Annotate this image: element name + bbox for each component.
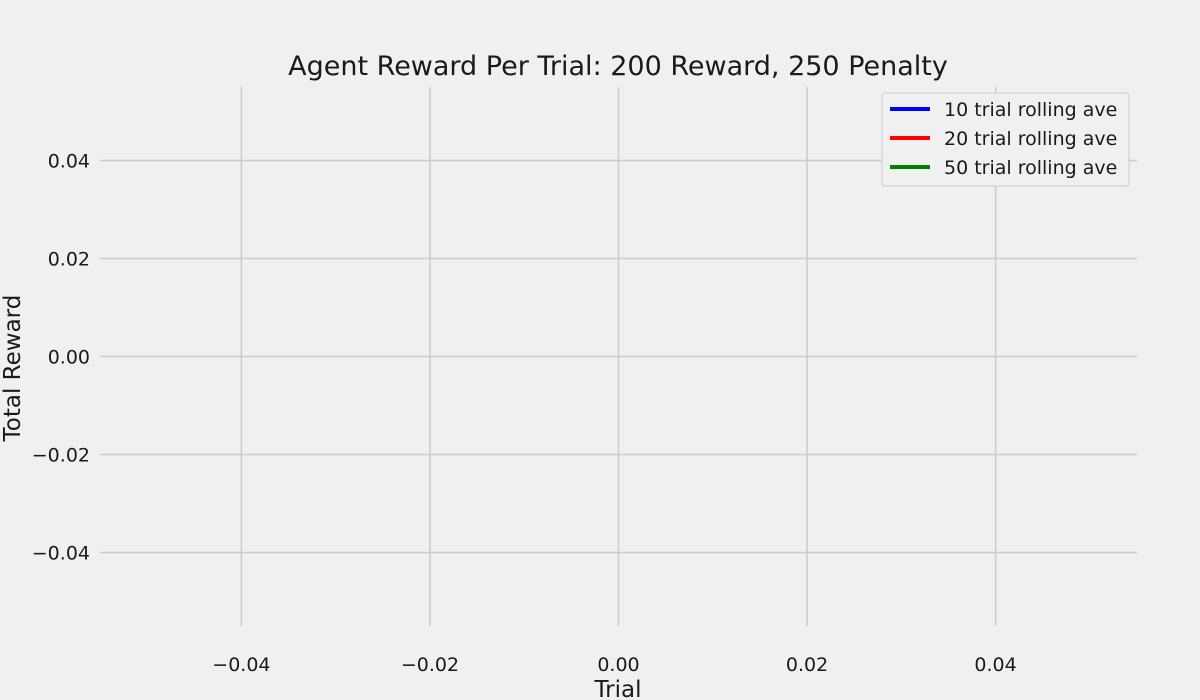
y-tick-labels: 0.04 0.02 0.00 −0.02 −0.04 — [32, 151, 90, 565]
y-tick-label: −0.04 — [32, 543, 90, 565]
legend: 10 trial rolling ave 20 trial rolling ave… — [881, 92, 1130, 187]
chart-title: Agent Reward Per Trial: 200 Reward, 250 … — [288, 51, 948, 82]
x-tick-label: −0.04 — [212, 654, 270, 676]
x-tick-labels: −0.04 −0.02 0.00 0.02 0.04 — [212, 654, 1016, 676]
x-axis-label: Trial — [594, 677, 642, 700]
legend-box — [881, 92, 1130, 187]
x-tick-label: −0.02 — [401, 654, 459, 676]
x-tick-label: 0.04 — [974, 654, 1016, 676]
legend-label: 20 trial rolling ave — [944, 128, 1117, 150]
x-tick-label: 0.00 — [597, 654, 639, 676]
y-axis-label: Total Reward — [0, 295, 26, 443]
legend-label: 10 trial rolling ave — [944, 99, 1117, 121]
y-tick-label: 0.00 — [48, 347, 90, 369]
legend-label: 50 trial rolling ave — [944, 157, 1117, 179]
y-tick-label: 0.02 — [48, 249, 90, 271]
y-tick-label: −0.02 — [32, 445, 90, 467]
y-tick-label: 0.04 — [48, 151, 90, 173]
x-tick-label: 0.02 — [786, 654, 828, 676]
grid — [100, 87, 1137, 626]
